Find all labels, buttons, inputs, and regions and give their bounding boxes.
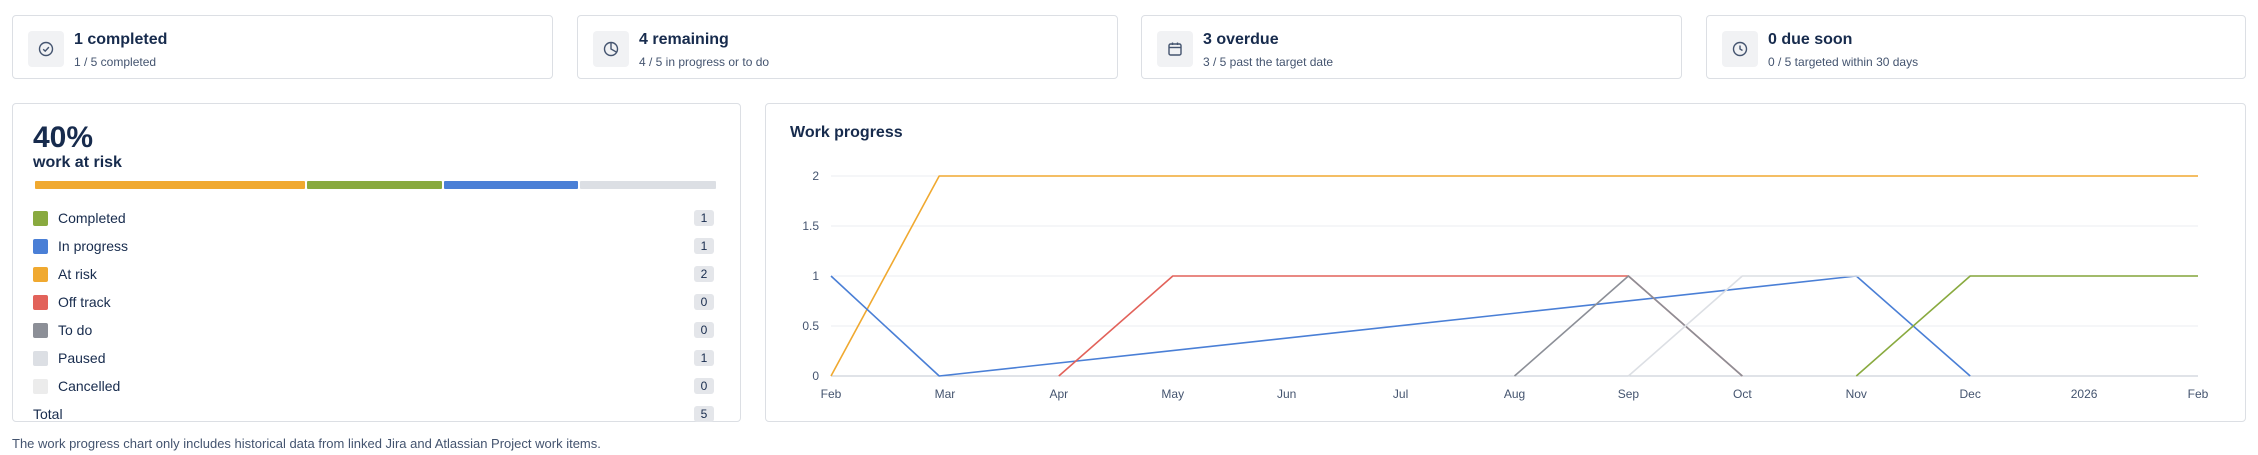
y-tick-label: 1.5: [802, 219, 819, 233]
series-line-completed: [1855, 275, 2198, 377]
x-tick-label: Mar: [935, 387, 956, 401]
series-line-to-do: [1513, 275, 1743, 377]
y-tick-label: 0: [812, 369, 819, 383]
x-tick-label: Jun: [1277, 387, 1296, 401]
off-track-swatch: [33, 295, 48, 310]
total-label: Total: [33, 406, 63, 422]
legend-label: Completed: [58, 210, 126, 226]
legend-row-total: Total 5: [33, 404, 714, 424]
paused-swatch: [33, 351, 48, 366]
x-tick-label: Sep: [1618, 387, 1640, 401]
stat-title: 3 overdue: [1203, 31, 1279, 48]
stat-card-remaining: 4 remaining 4 / 5 in progress or to do: [577, 15, 1118, 79]
check-circle-icon: [28, 31, 64, 67]
x-tick-label: Feb: [2188, 387, 2209, 401]
legend-count: 0: [694, 378, 714, 394]
at-risk-swatch: [33, 267, 48, 282]
x-tick-label: Dec: [1959, 387, 1980, 401]
y-tick-label: 2: [812, 169, 819, 183]
cancelled-swatch: [33, 379, 48, 394]
bar-segment-in-progress: [443, 181, 578, 189]
stat-title: 0 due soon: [1768, 31, 1853, 48]
stat-card-due-soon: 0 due soon 0 / 5 targeted within 30 days: [1706, 15, 2246, 79]
total-count: 5: [694, 406, 714, 422]
x-tick-label: Apr: [1049, 387, 1068, 401]
stat-subtitle: 1 / 5 completed: [74, 55, 157, 69]
legend-count: 1: [694, 238, 714, 254]
in-progress-swatch: [33, 239, 48, 254]
legend-row-to-do: To do 0: [33, 320, 714, 340]
legend-count: 1: [694, 350, 714, 366]
completed-swatch: [33, 211, 48, 226]
y-tick-label: 1: [812, 269, 819, 283]
x-tick-label: Feb: [821, 387, 842, 401]
legend-count: 1: [694, 210, 714, 226]
legend-count: 2: [694, 266, 714, 282]
bar-segment-paused: [579, 181, 716, 189]
chart-title: Work progress: [790, 124, 903, 141]
work-at-risk-card: 40% work at risk Completed 1 In progress…: [12, 103, 741, 422]
legend-label: Off track: [58, 294, 111, 310]
stat-title: 4 remaining: [639, 31, 729, 48]
legend-label: To do: [58, 322, 93, 338]
legend-count: 0: [694, 322, 714, 338]
stat-title: 1 completed: [74, 31, 168, 48]
y-tick-label: 0.5: [802, 319, 819, 333]
legend-label: In progress: [58, 238, 129, 254]
risk-label: work at risk: [33, 154, 122, 171]
pie-chart-icon: [593, 31, 629, 67]
calendar-icon: [1157, 31, 1193, 67]
work-progress-chart: 0 0.5 1 1.5 2 Feb Mar Apr May Jun Jul Aug Sep Oct Nov D…: [802, 169, 2209, 401]
x-tick-label: Oct: [1733, 387, 1752, 401]
stat-subtitle: 4 / 5 in progress or to do: [639, 55, 770, 69]
stat-subtitle: 0 / 5 targeted within 30 days: [1768, 55, 1919, 69]
legend-row-cancelled: Cancelled 0: [33, 376, 714, 396]
risk-percentage: 40%: [33, 121, 94, 154]
legend-count: 0: [694, 294, 714, 310]
footnote: The work progress chart only includes hi…: [12, 436, 601, 451]
stat-card-overdue: 3 overdue 3 / 5 past the target date: [1141, 15, 1682, 79]
work-progress-card: Work progress 0 0.5 1 1.5 2 Feb Mar Apr May Jun Ju…: [765, 103, 2246, 422]
to-do-swatch: [33, 323, 48, 338]
bar-segment-at-risk: [35, 181, 306, 189]
legend-row-off-track: Off track 0: [33, 292, 714, 312]
x-tick-label: Jul: [1393, 387, 1408, 401]
legend-row-at-risk: At risk 2: [33, 264, 714, 284]
bar-segment-completed: [307, 181, 442, 189]
legend-row-paused: Paused 1: [33, 348, 714, 368]
legend-row-in-progress: In progress 1: [33, 236, 714, 256]
legend-label: At risk: [58, 266, 97, 282]
legend-row-completed: Completed 1: [33, 208, 714, 228]
stat-card-completed: 1 completed 1 / 5 completed: [12, 15, 553, 79]
x-tick-label: Aug: [1504, 387, 1525, 401]
legend-label: Paused: [58, 350, 106, 366]
clock-icon: [1722, 31, 1758, 67]
x-tick-label: 2026: [2071, 387, 2098, 401]
stat-subtitle: 3 / 5 past the target date: [1203, 55, 1334, 69]
x-tick-label: Nov: [1846, 387, 1867, 401]
x-tick-label: May: [1161, 387, 1184, 401]
legend-label: Cancelled: [58, 378, 121, 394]
